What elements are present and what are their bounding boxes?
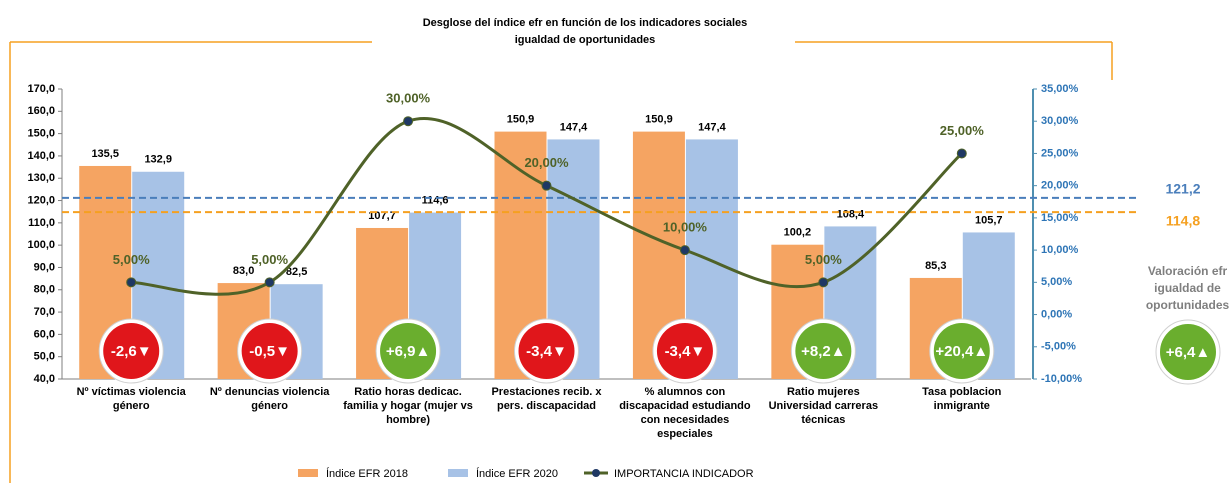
y2-tick-label: 15,00%: [1041, 212, 1079, 224]
chart-subtitle: igualdad de oportunidades: [515, 34, 656, 46]
y-tick-label: 130,0: [27, 172, 55, 184]
y-tick-label: 50,0: [34, 351, 55, 363]
bar-label: 135,5: [91, 148, 119, 160]
chart-title: Desglose del índice efr en función de lo…: [423, 17, 748, 29]
x-tick-label: Tasa poblacion inmigrante: [922, 386, 1002, 412]
line-label: 5,00%: [805, 252, 842, 267]
y2-tick-label: 5,00%: [1041, 276, 1072, 288]
legend-swatch: [448, 469, 468, 477]
legend-label: Índice EFR 2020: [476, 467, 558, 480]
bar-label: 100,2: [784, 227, 812, 239]
y2-tick-label: -10,00%: [1041, 373, 1082, 385]
line-label: 10,00%: [663, 220, 708, 235]
badge: [795, 323, 852, 379]
y2-tick-label: -5,00%: [1041, 341, 1076, 353]
x-tick-label: Nº víctimas violencia género: [76, 386, 186, 412]
line-marker: [679, 245, 690, 256]
badge-label: -2,6▼: [111, 343, 152, 360]
legend-swatch: [592, 469, 600, 477]
badge-label: -3,4▼: [526, 343, 567, 360]
y2-tick-label: 0,00%: [1041, 308, 1072, 320]
line-label: 20,00%: [524, 155, 569, 170]
y2-tick-label: 35,00%: [1041, 83, 1079, 95]
y-tick-label: 160,0: [27, 105, 55, 117]
y-tick-label: 140,0: [27, 150, 55, 162]
bar-label: 105,7: [975, 214, 1003, 226]
bar-label: 147,4: [698, 121, 726, 133]
badge: [103, 323, 160, 379]
x-tick-label: Nº denuncias violencia género: [209, 386, 330, 412]
x-tick-label: Prestaciones recib. x pers. discapacidad: [491, 386, 602, 412]
summary-label: Valoración efr igualdad de oportunidades: [1145, 264, 1230, 312]
y2-tick-label: 10,00%: [1041, 244, 1079, 256]
line-marker: [264, 277, 275, 288]
line-marker: [403, 116, 414, 127]
summary-badge-label: +6,4▲: [1166, 344, 1210, 361]
legend-swatch: [298, 469, 318, 477]
line-marker: [818, 277, 829, 288]
y2-tick-label: 30,00%: [1041, 115, 1079, 127]
bar-label: 114,6: [422, 194, 449, 206]
x-tick-label: Ratio mujeres Universidad carreras técni…: [768, 386, 879, 426]
reference-label: 114,8: [1166, 213, 1200, 229]
y-tick-label: 120,0: [27, 194, 55, 206]
reference-label: 121,2: [1165, 181, 1200, 197]
bar-label: 150,9: [507, 114, 535, 126]
y-tick-label: 90,0: [34, 261, 55, 273]
y-tick-label: 60,0: [34, 328, 55, 340]
line-label: 5,00%: [113, 252, 150, 267]
y-tick-label: 150,0: [27, 128, 55, 140]
bar-label: 150,9: [645, 114, 673, 126]
badge: [933, 323, 990, 379]
y2-tick-label: 20,00%: [1041, 180, 1079, 192]
y-tick-label: 100,0: [27, 239, 55, 251]
badge-label: -3,4▼: [665, 343, 706, 360]
line-label: 30,00%: [386, 91, 431, 106]
legend-label: Índice EFR 2018: [326, 467, 408, 480]
line-marker: [956, 148, 967, 159]
badge: [241, 323, 298, 379]
badge-label: -0,5▼: [249, 343, 290, 360]
y-tick-label: 80,0: [34, 284, 55, 296]
y2-tick-label: 25,00%: [1041, 147, 1079, 159]
y-tick-label: 110,0: [28, 217, 55, 229]
line-marker: [541, 180, 552, 191]
bar-label: 147,4: [560, 121, 588, 133]
line-label: 25,00%: [940, 123, 985, 138]
line-label: 5,00%: [251, 252, 288, 267]
x-tick-label: % alumnos con discapacidad estudiando co…: [619, 386, 751, 440]
y-tick-label: 40,0: [34, 373, 55, 385]
bar-label: 82,5: [286, 266, 307, 278]
badge: [656, 323, 713, 379]
line-marker: [126, 277, 137, 288]
badge-label: +20,4▲: [935, 343, 988, 360]
badge: [380, 323, 437, 379]
badge-label: +8,2▲: [801, 343, 845, 360]
legend-label: IMPORTANCIA INDICADOR: [614, 468, 754, 480]
badge-label: +6,9▲: [386, 343, 430, 360]
y-tick-label: 70,0: [34, 306, 55, 318]
x-tick-label: Ratio horas dedicac. familia y hogar (mu…: [343, 386, 473, 426]
y-tick-label: 170,0: [27, 83, 55, 95]
badge: [518, 323, 575, 379]
bar-label: 85,3: [925, 260, 946, 272]
bar-label: 132,9: [144, 154, 172, 166]
summary-badge: [1160, 324, 1216, 380]
bar-label: 83,0: [233, 265, 254, 277]
bar-label: 108,4: [837, 208, 865, 220]
